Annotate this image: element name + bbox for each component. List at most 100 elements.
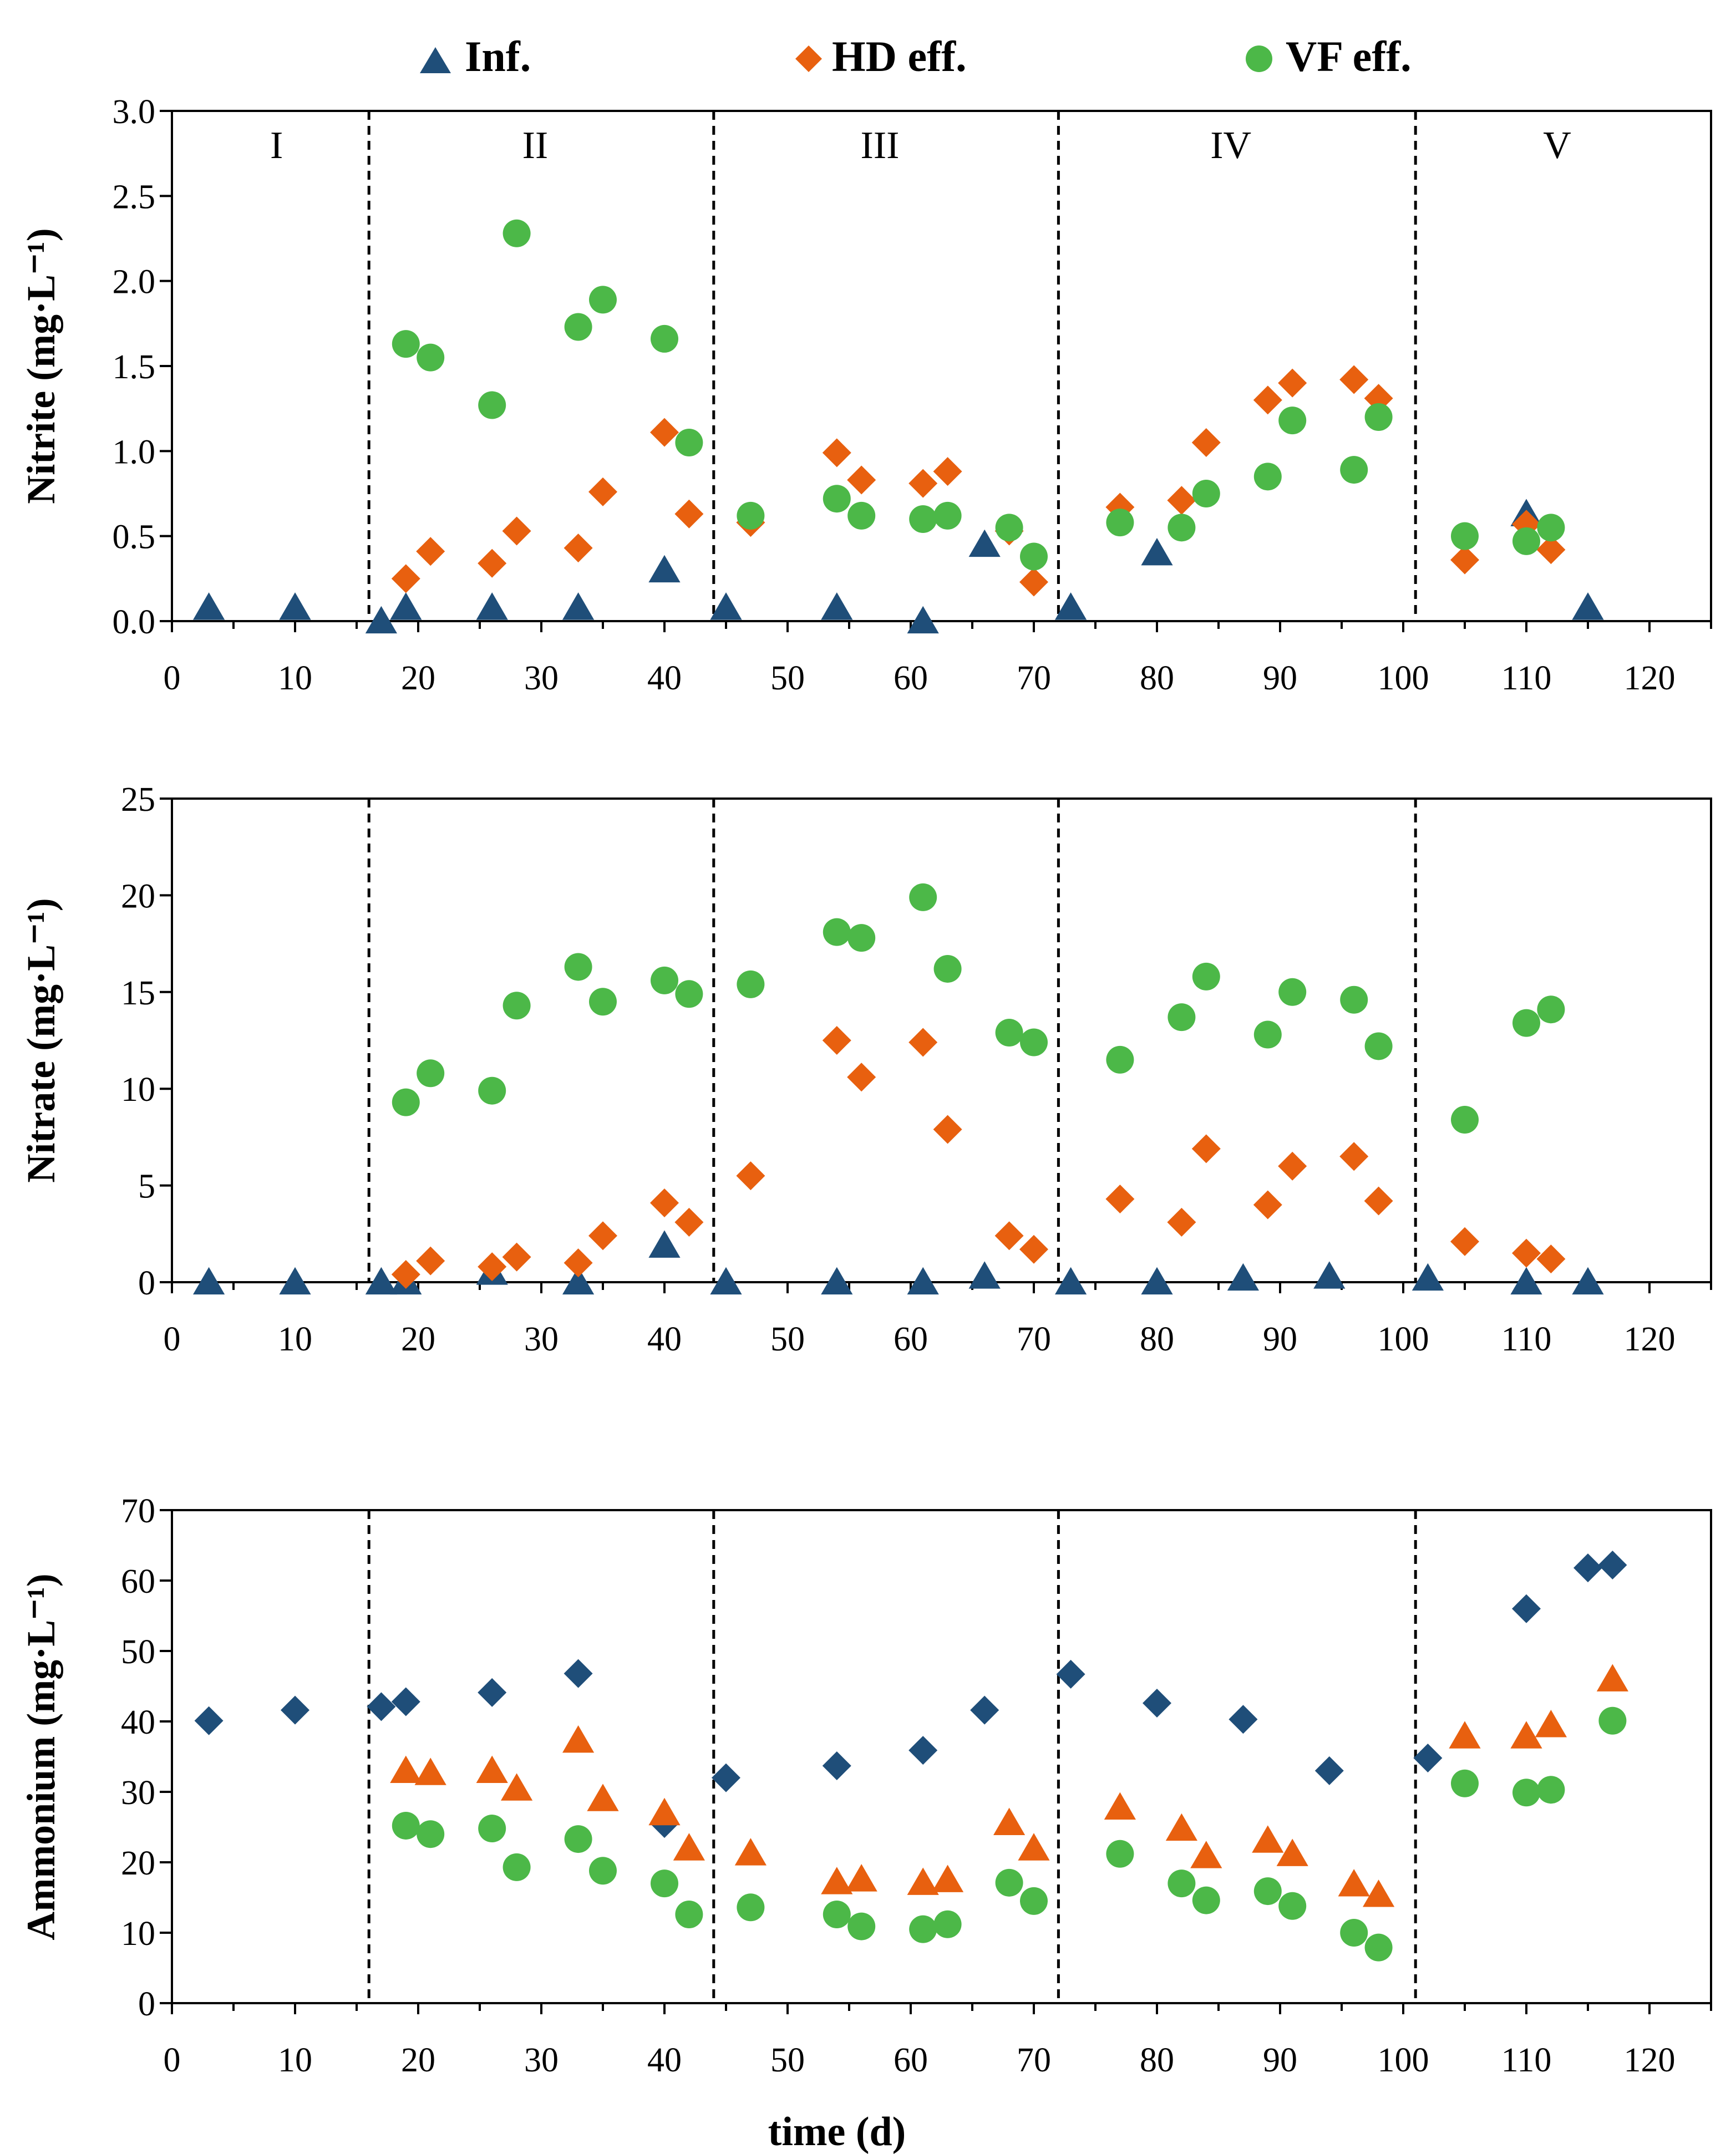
x-tick-label: 70: [1017, 2041, 1051, 2079]
legend: Inf. HD eff. VF eff.: [420, 32, 1412, 80]
data-point: [933, 954, 962, 983]
data-point: [587, 1784, 619, 1811]
data-point: [1340, 456, 1368, 484]
data-point: [279, 592, 311, 620]
data-point: [502, 992, 531, 1020]
data-point: [1143, 1688, 1171, 1718]
data-point: [648, 555, 681, 583]
plot-frame: [171, 797, 1712, 1283]
data-point: [673, 1833, 705, 1861]
y-tick-label: 0: [138, 1985, 155, 2023]
data-point: [1537, 1776, 1565, 1804]
data-point: [1536, 1244, 1566, 1274]
data-point: [1450, 545, 1479, 575]
data-point: [821, 592, 853, 620]
data-point: [502, 516, 531, 546]
data-point: [847, 465, 876, 495]
legend-item-hd-eff: HD eff.: [795, 32, 967, 80]
data-point: [970, 1695, 999, 1725]
x-tick-label: 60: [894, 2041, 928, 2079]
data-point: [1253, 1877, 1282, 1906]
data-point: [734, 1838, 767, 1866]
phase-label: III: [861, 124, 900, 167]
x-tick-label: 100: [1378, 659, 1429, 697]
data-point: [907, 1867, 939, 1895]
series-vf-eff: [392, 883, 1565, 1134]
data-point: [909, 505, 937, 533]
data-point: [995, 514, 1023, 542]
data-point: [823, 485, 851, 513]
y-tick-label: 30: [121, 1774, 155, 1812]
data-point: [933, 501, 962, 530]
data-point: [1020, 1028, 1048, 1056]
data-point: [968, 1261, 1001, 1289]
data-point: [193, 592, 225, 620]
series-hd-eff: [391, 1026, 1566, 1289]
x-tick-label: 60: [894, 659, 928, 697]
y-tick-label: 50: [121, 1633, 155, 1671]
data-point: [194, 1706, 224, 1735]
data-point: [933, 457, 962, 486]
data-point: [823, 1900, 851, 1928]
data-point: [1141, 1267, 1173, 1295]
data-point: [1018, 1833, 1050, 1861]
y-tick-label: 0.0: [113, 603, 156, 641]
data-point: [822, 1026, 851, 1055]
data-point: [909, 1915, 937, 1943]
data-point: [908, 469, 938, 498]
data-point: [1278, 978, 1307, 1006]
data-point: [564, 313, 592, 341]
data-point: [564, 1825, 592, 1853]
x-tick-label: 20: [401, 2041, 435, 2079]
data-point: [1191, 1134, 1221, 1164]
y-tick-label: 25: [121, 781, 155, 819]
x-tick-label: 40: [647, 659, 682, 697]
y-tick-label: 70: [121, 1492, 155, 1530]
x-tick-label: 120: [1624, 659, 1676, 697]
data-point: [1338, 1869, 1370, 1897]
x-tick-label: 80: [1140, 2041, 1174, 2079]
x-tick-label: 90: [1263, 659, 1297, 697]
data-point: [1020, 542, 1048, 571]
data-point: [908, 1028, 938, 1057]
data-point: [822, 1751, 851, 1781]
x-tick-label: 70: [1017, 1320, 1051, 1358]
x-tick-label: 110: [1501, 659, 1552, 697]
data-point: [564, 534, 593, 563]
data-point: [392, 330, 420, 358]
data-point: [1020, 1887, 1048, 1915]
phase-label: I: [270, 124, 283, 167]
x-tick-label: 0: [164, 2041, 181, 2079]
data-point: [995, 1019, 1023, 1047]
data-point: [650, 1188, 679, 1217]
data-point: [1106, 509, 1134, 537]
legend-label-hd-eff: HD eff.: [832, 32, 967, 80]
data-point: [1512, 1779, 1540, 1807]
data-point: [1019, 567, 1048, 597]
data-point: [1278, 407, 1307, 435]
data-point: [1598, 1706, 1627, 1735]
data-point: [392, 1088, 420, 1116]
data-point: [416, 537, 445, 566]
data-point: [1339, 365, 1369, 394]
y-tick-label: 0: [138, 1264, 155, 1302]
data-point: [1572, 1267, 1604, 1295]
data-point: [1105, 1185, 1135, 1214]
data-point: [1104, 1792, 1136, 1820]
data-point: [1168, 514, 1196, 542]
data-point: [712, 1763, 740, 1792]
data-point: [1253, 1190, 1282, 1220]
data-point: [1253, 385, 1282, 415]
data-point: [823, 918, 851, 946]
data-point: [365, 606, 397, 634]
data-point: [821, 1267, 853, 1295]
y-tick-label: 2.0: [113, 263, 156, 301]
data-point: [1191, 428, 1221, 457]
x-tick-label: 0: [164, 659, 181, 697]
data-point: [1535, 1710, 1567, 1738]
data-point: [391, 564, 420, 593]
data-point: [1363, 1879, 1395, 1907]
data-point: [1512, 1594, 1541, 1623]
data-point: [564, 953, 592, 981]
data-point: [908, 1736, 938, 1765]
